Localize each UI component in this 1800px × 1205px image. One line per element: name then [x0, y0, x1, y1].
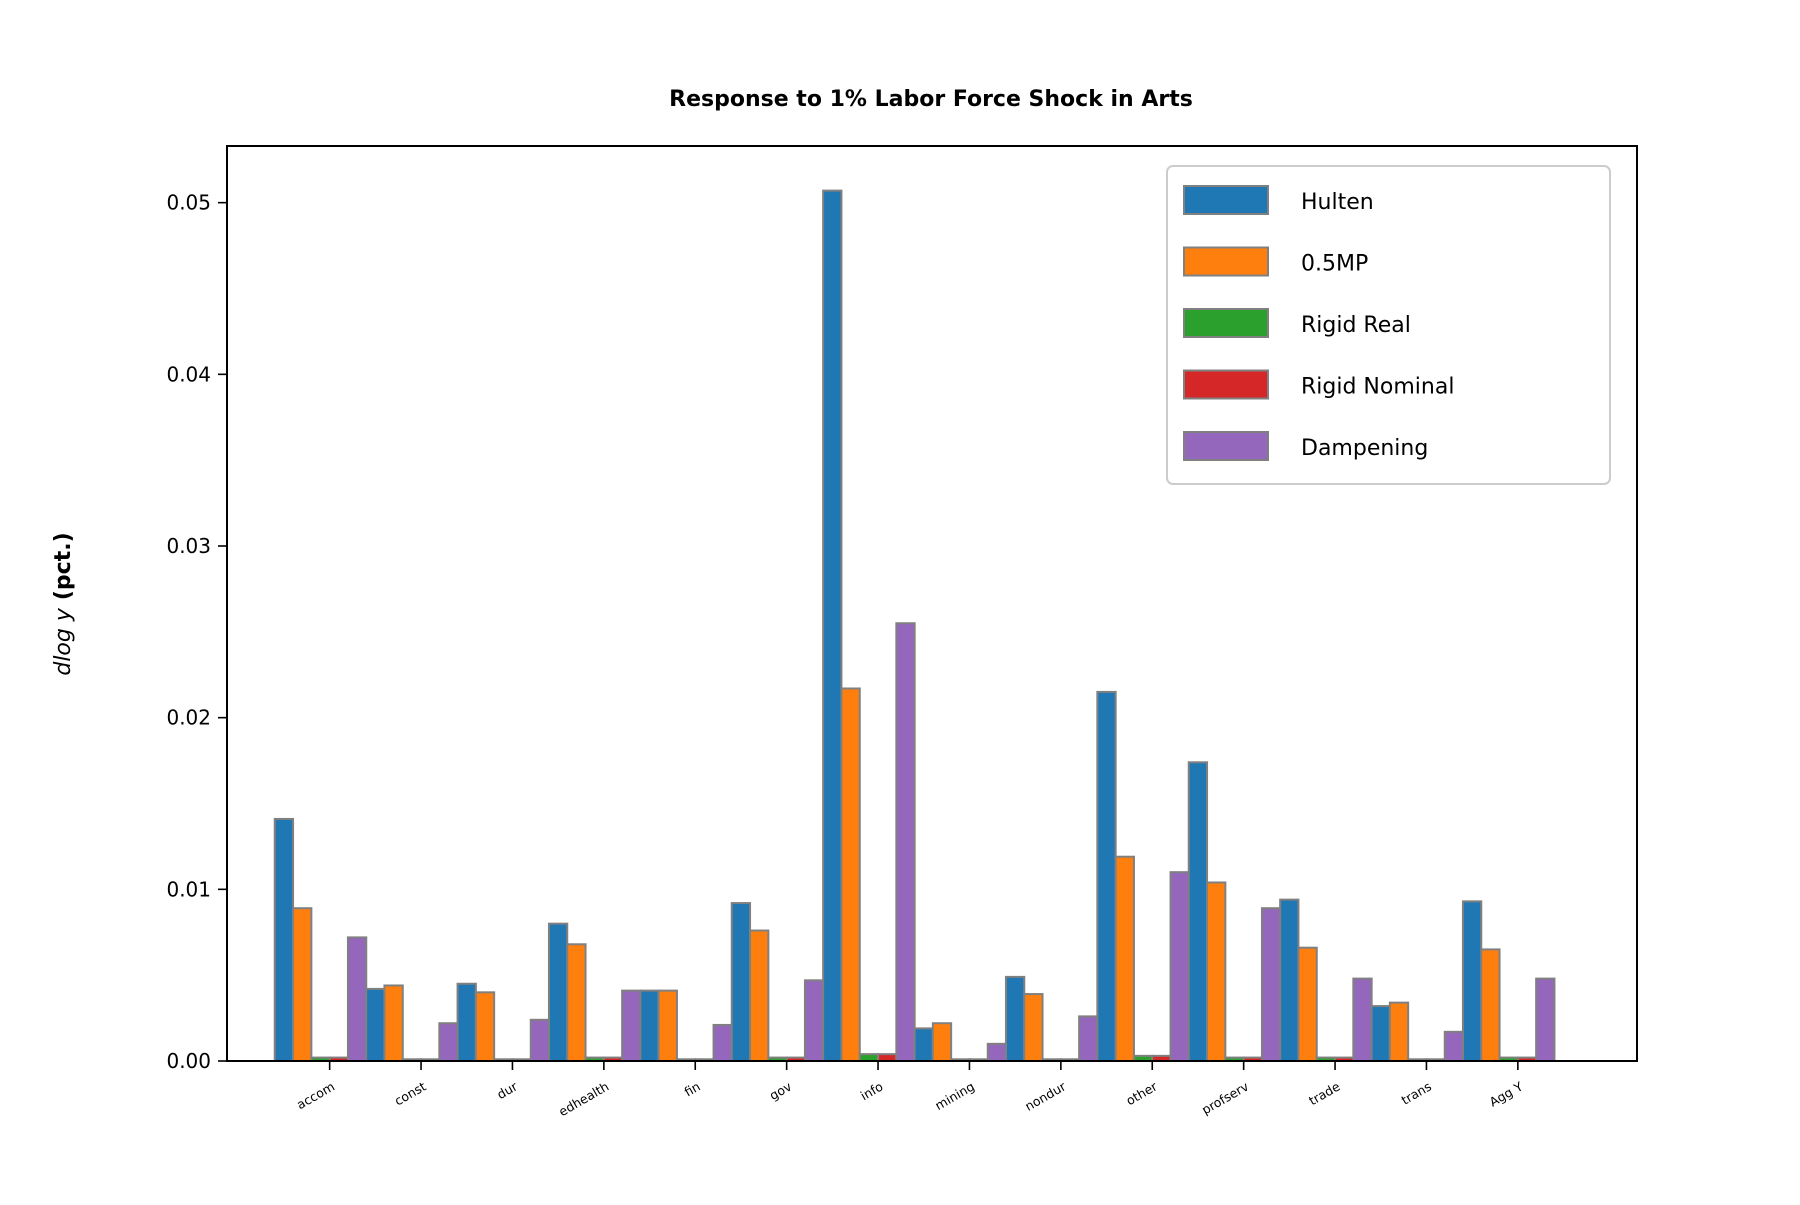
bars-layer	[273, 189, 1556, 1063]
bar-hulten-accom	[273, 817, 295, 1063]
bar-0-5mp-fin	[657, 989, 678, 1062]
bar-hulten-gov	[730, 902, 752, 1062]
legend-label-dampening: Dampening	[1301, 436, 1428, 461]
legend-swatch-rigid-nominal	[1183, 369, 1269, 400]
bar-0-5mp-const	[383, 984, 404, 1062]
legend: Hulten 0.5MP Rigid Real Rigid Nominal Dampen…	[1166, 165, 1611, 485]
bar-rigid-real-info	[858, 1053, 880, 1063]
bar-dampening-nondur	[1078, 1015, 1099, 1062]
bar-rigid-nominal-info	[877, 1053, 898, 1063]
bar-hulten-profserv	[1187, 761, 1209, 1062]
legend-swatch-0-5mp	[1183, 246, 1269, 277]
bar-hulten-const	[365, 987, 386, 1063]
bar-0-5mp-gov	[749, 929, 770, 1063]
legend-swatch-rigid-real	[1183, 308, 1269, 338]
bar-dampening-trade	[1352, 977, 1373, 1062]
bar-0-5mp-trade	[1297, 946, 1318, 1063]
bar-hulten-mining	[913, 1027, 934, 1063]
bar-0-5mp-accom	[292, 907, 313, 1063]
bar-0-5mp-other	[1114, 855, 1135, 1063]
bar-hulten-other	[1096, 690, 1117, 1062]
legend-box	[1166, 165, 1611, 485]
y-axis: 0.00 0.01 0.02 0.03 0.04 0.05	[166, 191, 227, 1073]
legend-label-rigid-real: Rigid Real	[1301, 313, 1411, 338]
bar-dampening-fin	[712, 1023, 733, 1062]
legend-label-hulten: Hulten	[1301, 190, 1374, 215]
bar-dampening-const	[438, 1022, 459, 1062]
bar-dampening-other	[1169, 871, 1190, 1062]
bar-0-5mp-profserv	[1206, 881, 1227, 1063]
bar-0-5mp-dur	[474, 991, 496, 1063]
bar-0-5mp-mining	[931, 1022, 953, 1062]
bar-hulten-info	[822, 189, 843, 1062]
y-tick-label: 0.00	[166, 1049, 211, 1073]
y-axis-label: dlog y (pct.)	[51, 532, 76, 675]
bar-hulten-edhealth	[547, 922, 569, 1062]
bar-dampening-info	[895, 622, 916, 1062]
plot-frame	[226, 145, 1638, 1062]
legend-label-rigid-nominal: Rigid Nominal	[1301, 375, 1454, 400]
bar-dampening-mining	[986, 1042, 1008, 1062]
y-tick-label: 0.04	[166, 362, 211, 386]
bar-0-5mp-trans	[1388, 1001, 1410, 1063]
y-tick-label: 0.01	[166, 877, 211, 901]
bar-hulten-agg-y	[1461, 900, 1483, 1062]
legend-swatch-hulten	[1183, 185, 1269, 215]
legend-label-0-5mp: 0.5MP	[1301, 252, 1368, 277]
bar-dampening-trans	[1443, 1030, 1465, 1062]
bar-0-5mp-info	[840, 687, 861, 1062]
bar-hulten-trade	[1279, 898, 1300, 1062]
bar-0-5mp-nondur	[1023, 993, 1044, 1062]
bar-dampening-agg-y	[1535, 977, 1556, 1062]
bar-0-5mp-agg-y	[1480, 948, 1501, 1062]
bar-hulten-dur	[456, 982, 477, 1062]
chart-title: Response to 1% Labor Force Shock in Arts	[669, 87, 1193, 112]
bar-dampening-gov	[803, 979, 825, 1063]
bar-0-5mp-edhealth	[566, 943, 587, 1063]
y-axis-label-math: dlog y	[51, 607, 76, 675]
y-tick-label: 0.02	[166, 706, 211, 730]
legend-swatch-dampening	[1183, 431, 1269, 461]
bar-dampening-dur	[529, 1018, 551, 1062]
bar-hulten-nondur	[1004, 975, 1026, 1063]
y-tick-label: 0.05	[166, 191, 211, 215]
x-tick-label: fin	[682, 1079, 703, 1100]
bar-hulten-fin	[639, 989, 660, 1062]
bar-dampening-edhealth	[621, 989, 642, 1062]
y-tick-label: 0.03	[166, 534, 211, 558]
y-axis-label-unit: (pct.)	[51, 532, 76, 600]
bar-dampening-accom	[346, 936, 368, 1063]
bar-dampening-profserv	[1260, 907, 1282, 1063]
bar-hulten-trans	[1370, 1005, 1391, 1063]
